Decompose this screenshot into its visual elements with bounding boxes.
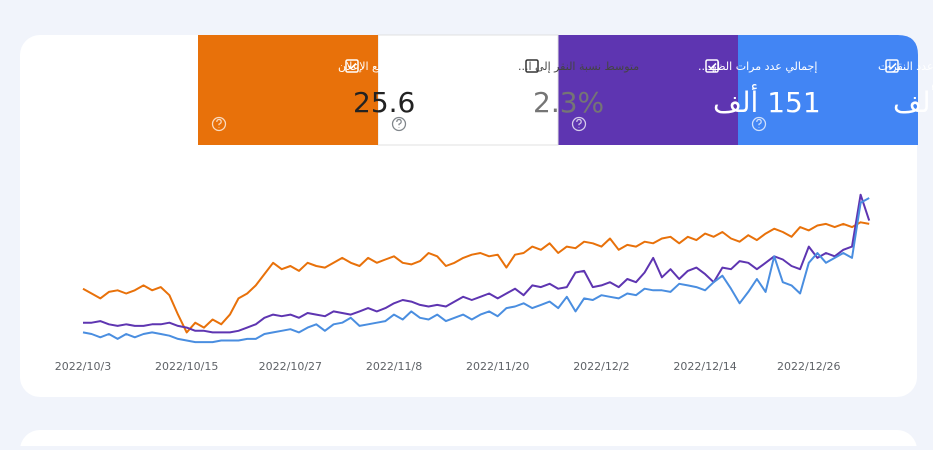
card-title: متوسط نسبة النقر إلى ا...: [518, 60, 639, 73]
card-value: 3.45 ألف: [893, 83, 933, 119]
checkmark: [887, 62, 897, 70]
checkbox[interactable]: [525, 59, 539, 73]
help-icon[interactable]: [391, 116, 407, 132]
x-tick-label: 2022/10/3: [55, 360, 111, 373]
help-icon[interactable]: [751, 116, 767, 132]
help-glyph: [756, 118, 762, 128]
x-tick-label: 2022/12/14: [673, 360, 736, 373]
card-bg: [198, 35, 378, 145]
card-value: 151 ألف: [713, 83, 821, 119]
x-tick-label: 2022/11/8: [366, 360, 422, 373]
series-line: [82, 197, 870, 344]
series-line: [83, 193, 871, 334]
x-tick-label: 2022/12/26: [777, 360, 840, 373]
card-bg: [558, 35, 738, 145]
series-line: [82, 221, 870, 334]
card-value: 25.6: [353, 86, 415, 119]
x-tick-label: 2022/11/20: [466, 360, 529, 373]
metric-card[interactable]: متوسط موضع الإعلان 25.6: [198, 35, 437, 145]
help-icon[interactable]: [571, 116, 587, 132]
card-value: 2.3%: [533, 86, 604, 119]
metric-card[interactable]: إجمالي عدد النقرات 3.45 ألف: [738, 35, 933, 145]
card-title: متوسط موضع الإعلان: [338, 60, 437, 73]
metric-card[interactable]: إجمالي عدد مرات الظهـ... 151 ألف: [558, 35, 821, 145]
card-title: إجمالي عدد النقرات: [878, 60, 933, 73]
checkbox[interactable]: [345, 59, 359, 73]
panel-lower: [20, 430, 917, 450]
help-glyph: [576, 118, 582, 128]
checkbox[interactable]: [705, 59, 719, 73]
card-bg: [738, 35, 918, 145]
x-tick-label: 2022/10/27: [259, 360, 322, 373]
x-tick-label: 2022/10/15: [155, 360, 218, 373]
metric-card[interactable]: متوسط نسبة النقر إلى ا... 2.3%: [377, 34, 639, 146]
help-icon[interactable]: [211, 116, 227, 132]
help-glyph: [216, 118, 222, 128]
card-title: إجمالي عدد مرات الظهـ...: [698, 60, 817, 73]
checkmark: [347, 62, 357, 70]
x-tick-label: 2022/12/2: [573, 360, 629, 373]
checkmark: [707, 62, 717, 70]
checkbox[interactable]: [885, 59, 899, 73]
help-glyph: [396, 118, 402, 128]
